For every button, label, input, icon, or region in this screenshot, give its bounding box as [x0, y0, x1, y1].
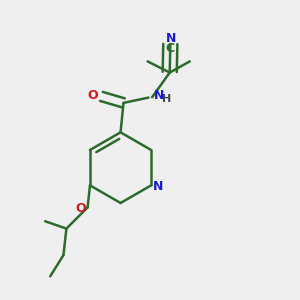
Text: N: N	[154, 89, 164, 102]
Text: C: C	[166, 42, 175, 55]
Text: H: H	[162, 94, 171, 104]
Text: O: O	[75, 202, 86, 214]
Text: O: O	[87, 89, 98, 102]
Text: N: N	[166, 32, 176, 45]
Text: N: N	[152, 180, 163, 193]
